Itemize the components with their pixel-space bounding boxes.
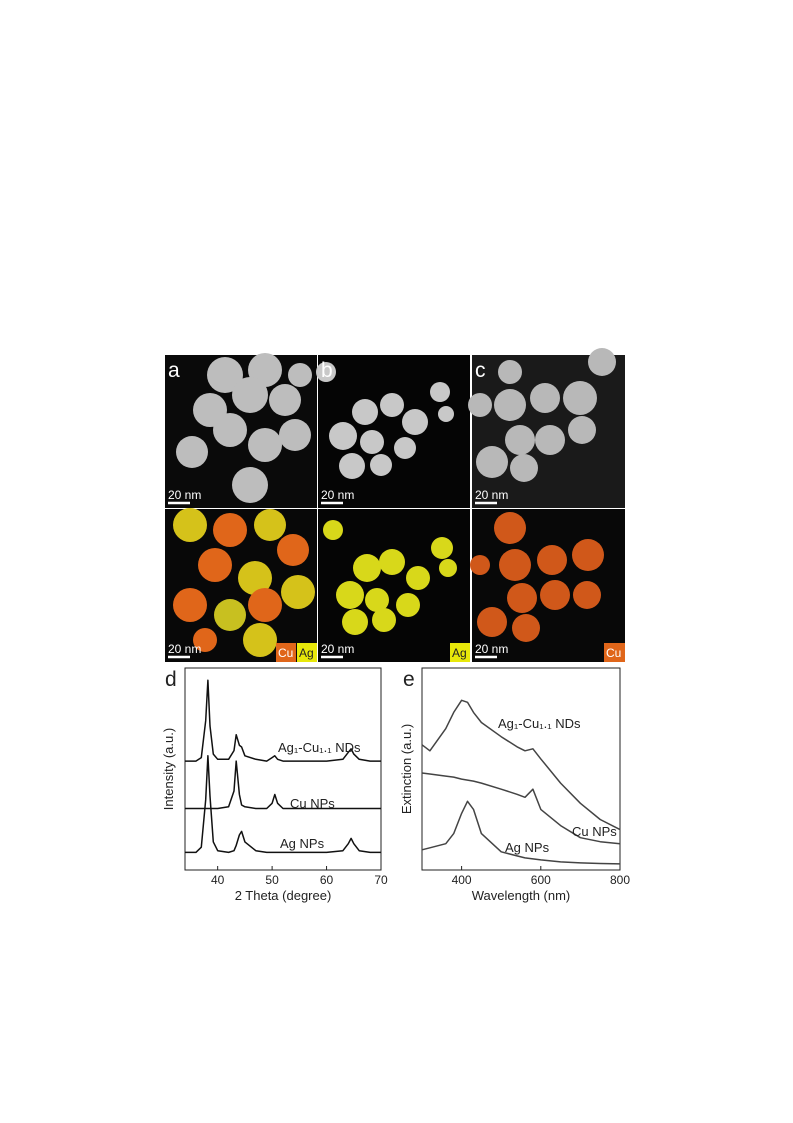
x-tick-label: 600: [531, 873, 551, 887]
legend-label: Cu: [278, 646, 293, 660]
particles-c-bottom: [470, 512, 604, 642]
legend-box: [450, 643, 470, 662]
scale-label: 20 nm: [475, 488, 508, 502]
particles-a-bottom: [173, 508, 315, 657]
scale-bars: [168, 501, 497, 659]
legend-label: Ag: [299, 646, 314, 660]
particles-b-top: [316, 362, 454, 479]
data-line: [185, 679, 381, 762]
scale-label: 20 nm: [168, 488, 201, 502]
x-tick-label: 60: [320, 873, 334, 887]
x-tick-label: 40: [211, 873, 225, 887]
panel-label: d: [165, 668, 177, 691]
panel-label: c: [475, 359, 486, 382]
x-axis-label: 2 Theta (degree): [235, 888, 332, 903]
x-axis-label: Wavelength (nm): [472, 888, 571, 903]
data-line: [421, 699, 621, 831]
panel-label: a: [168, 359, 180, 382]
data-line: [421, 800, 621, 865]
plot-frame: [421, 667, 621, 871]
panel-label: e: [403, 668, 415, 691]
legend-label: Ag: [452, 646, 467, 660]
legend-label: Cu: [606, 646, 621, 660]
y-axis-label: Intensity (a.u.): [161, 728, 176, 810]
panel-label: b: [321, 359, 333, 382]
particles-b-bottom: [323, 520, 457, 635]
series-name: Ag₁-Cu₁.₁ NDs: [278, 740, 361, 755]
micrographs: [165, 348, 625, 662]
data-line: [185, 755, 381, 854]
particles-c-top: [468, 348, 616, 482]
series-name: Ag₁-Cu₁.₁ NDs: [498, 716, 581, 731]
series-name: Cu NPs: [290, 796, 335, 811]
series-name: Cu NPs: [572, 824, 617, 839]
plot-frame: [184, 667, 382, 871]
x-tick-label: 400: [452, 873, 472, 887]
series-name: Ag NPs: [505, 840, 550, 855]
x-tick-label: 70: [374, 873, 388, 887]
data-line: [421, 772, 621, 845]
series-name: Ag NPs: [280, 836, 325, 851]
particles-a-top: [176, 353, 312, 503]
scale-label: 20 nm: [475, 642, 508, 656]
legend-box: [297, 643, 317, 662]
scale-label: 20 nm: [168, 642, 201, 656]
data-line: [185, 760, 381, 810]
scale-label: 20 nm: [321, 642, 354, 656]
legend-box: [276, 643, 296, 662]
legend-box: [604, 643, 625, 662]
y-axis-label: Extinction (a.u.): [399, 724, 414, 814]
x-tick-label: 50: [265, 873, 279, 887]
scale-label: 20 nm: [321, 488, 354, 502]
x-tick-label: 800: [610, 873, 630, 887]
